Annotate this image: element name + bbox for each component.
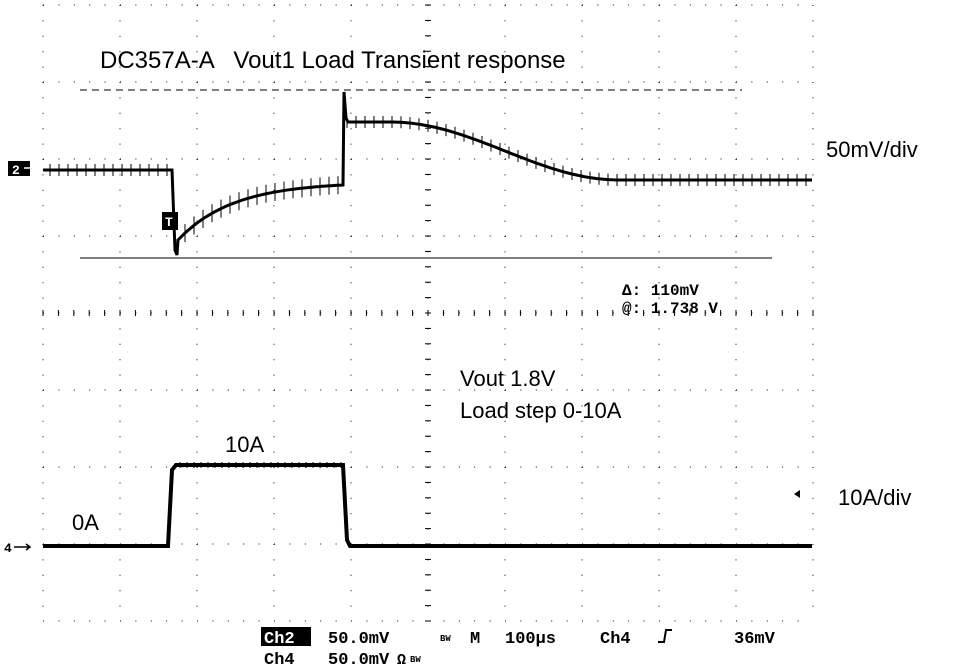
ch2-badge xyxy=(261,627,311,646)
status: 36mV xyxy=(734,630,776,649)
status: Ch4 xyxy=(264,651,295,670)
load-trace xyxy=(43,463,812,548)
ch2-marker: 2 xyxy=(12,163,20,178)
vout-trace xyxy=(43,91,812,256)
note: Load step 0-10A xyxy=(460,398,622,423)
vout-noise xyxy=(49,116,807,243)
title: DC357A-A Vout1 Load Transient response xyxy=(100,47,566,74)
status: Ω xyxy=(397,652,406,669)
note: Vout 1.8V xyxy=(460,366,556,391)
ch4-marker: 4 xyxy=(4,541,12,556)
cursor-at: @: 1.738 V xyxy=(622,300,718,318)
trigger-marker: T xyxy=(165,215,173,230)
level-label: 0A xyxy=(72,510,99,535)
ch2-marker-box xyxy=(8,161,30,176)
load-noise xyxy=(179,462,342,468)
status: BW xyxy=(410,655,421,665)
cursor-delta: Δ: 110mV xyxy=(622,282,699,300)
ch2-scale: 50mV/div xyxy=(826,137,918,162)
ch4-arrow xyxy=(794,490,800,498)
trigger-slope xyxy=(658,629,672,643)
status: Ch4 xyxy=(600,630,631,649)
status: 100µs xyxy=(505,630,556,649)
ch4-arrow-left xyxy=(14,543,32,551)
ch2-arrow xyxy=(24,164,42,172)
status: Ch2 xyxy=(264,630,295,649)
status: 50.0mV xyxy=(328,630,390,649)
level-label: 10A xyxy=(225,432,264,457)
status: BW xyxy=(440,634,451,644)
status: M xyxy=(470,630,480,649)
status: 50.0mV xyxy=(328,651,390,670)
trigger-box xyxy=(162,212,178,230)
ch4-scale: 10A/div xyxy=(838,485,911,510)
